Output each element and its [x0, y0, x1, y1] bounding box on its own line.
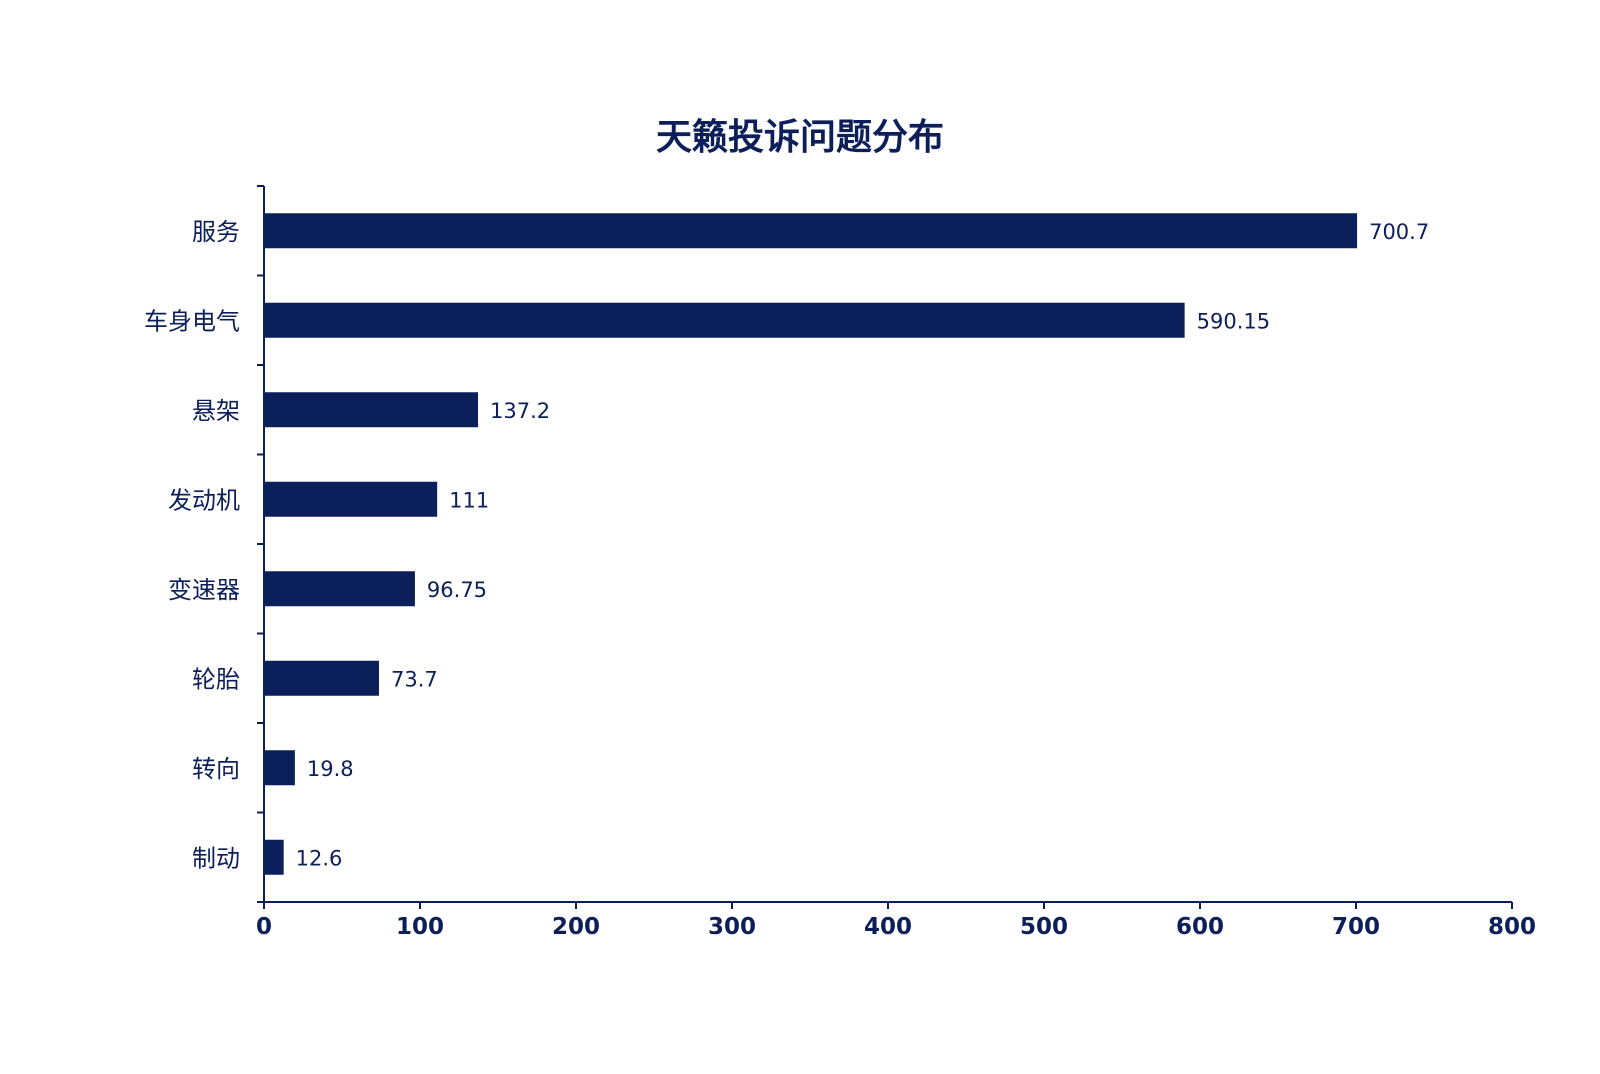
bar	[265, 481, 438, 517]
category-label: 车身电气	[144, 307, 240, 335]
x-tick-label: 700	[1332, 914, 1380, 940]
value-label: 137.2	[490, 399, 550, 423]
category-label: 发动机	[168, 486, 240, 514]
x-tick-label: 600	[1176, 914, 1224, 940]
category-label: 服务	[192, 218, 240, 246]
bar	[265, 392, 479, 428]
bar	[265, 750, 295, 786]
category-label: 转向	[192, 755, 240, 783]
x-tick-label: 500	[1020, 914, 1068, 940]
bar	[265, 839, 284, 875]
value-label: 12.6	[296, 846, 343, 870]
category-label: 制动	[192, 844, 240, 872]
category-label: 变速器	[168, 576, 240, 604]
value-label: 590.15	[1197, 309, 1270, 333]
bar	[265, 302, 1185, 338]
x-tick-label: 0	[256, 914, 272, 940]
category-label: 悬架	[192, 397, 240, 425]
x-tick-label: 100	[396, 914, 444, 940]
chart-title: 天籁投诉问题分布	[655, 117, 944, 158]
bar	[265, 660, 379, 696]
x-tick-label: 400	[864, 914, 912, 940]
x-tick-label: 200	[552, 914, 600, 940]
value-label: 96.75	[427, 578, 487, 602]
value-label: 19.8	[307, 757, 354, 781]
value-label: 700.7	[1369, 220, 1429, 244]
value-label: 111	[449, 488, 489, 512]
x-tick-label: 800	[1488, 914, 1536, 940]
value-label: 73.7	[391, 667, 438, 691]
bar	[265, 213, 1358, 249]
category-label: 轮胎	[192, 665, 240, 693]
bar	[265, 571, 415, 607]
x-tick-label: 300	[708, 914, 756, 940]
